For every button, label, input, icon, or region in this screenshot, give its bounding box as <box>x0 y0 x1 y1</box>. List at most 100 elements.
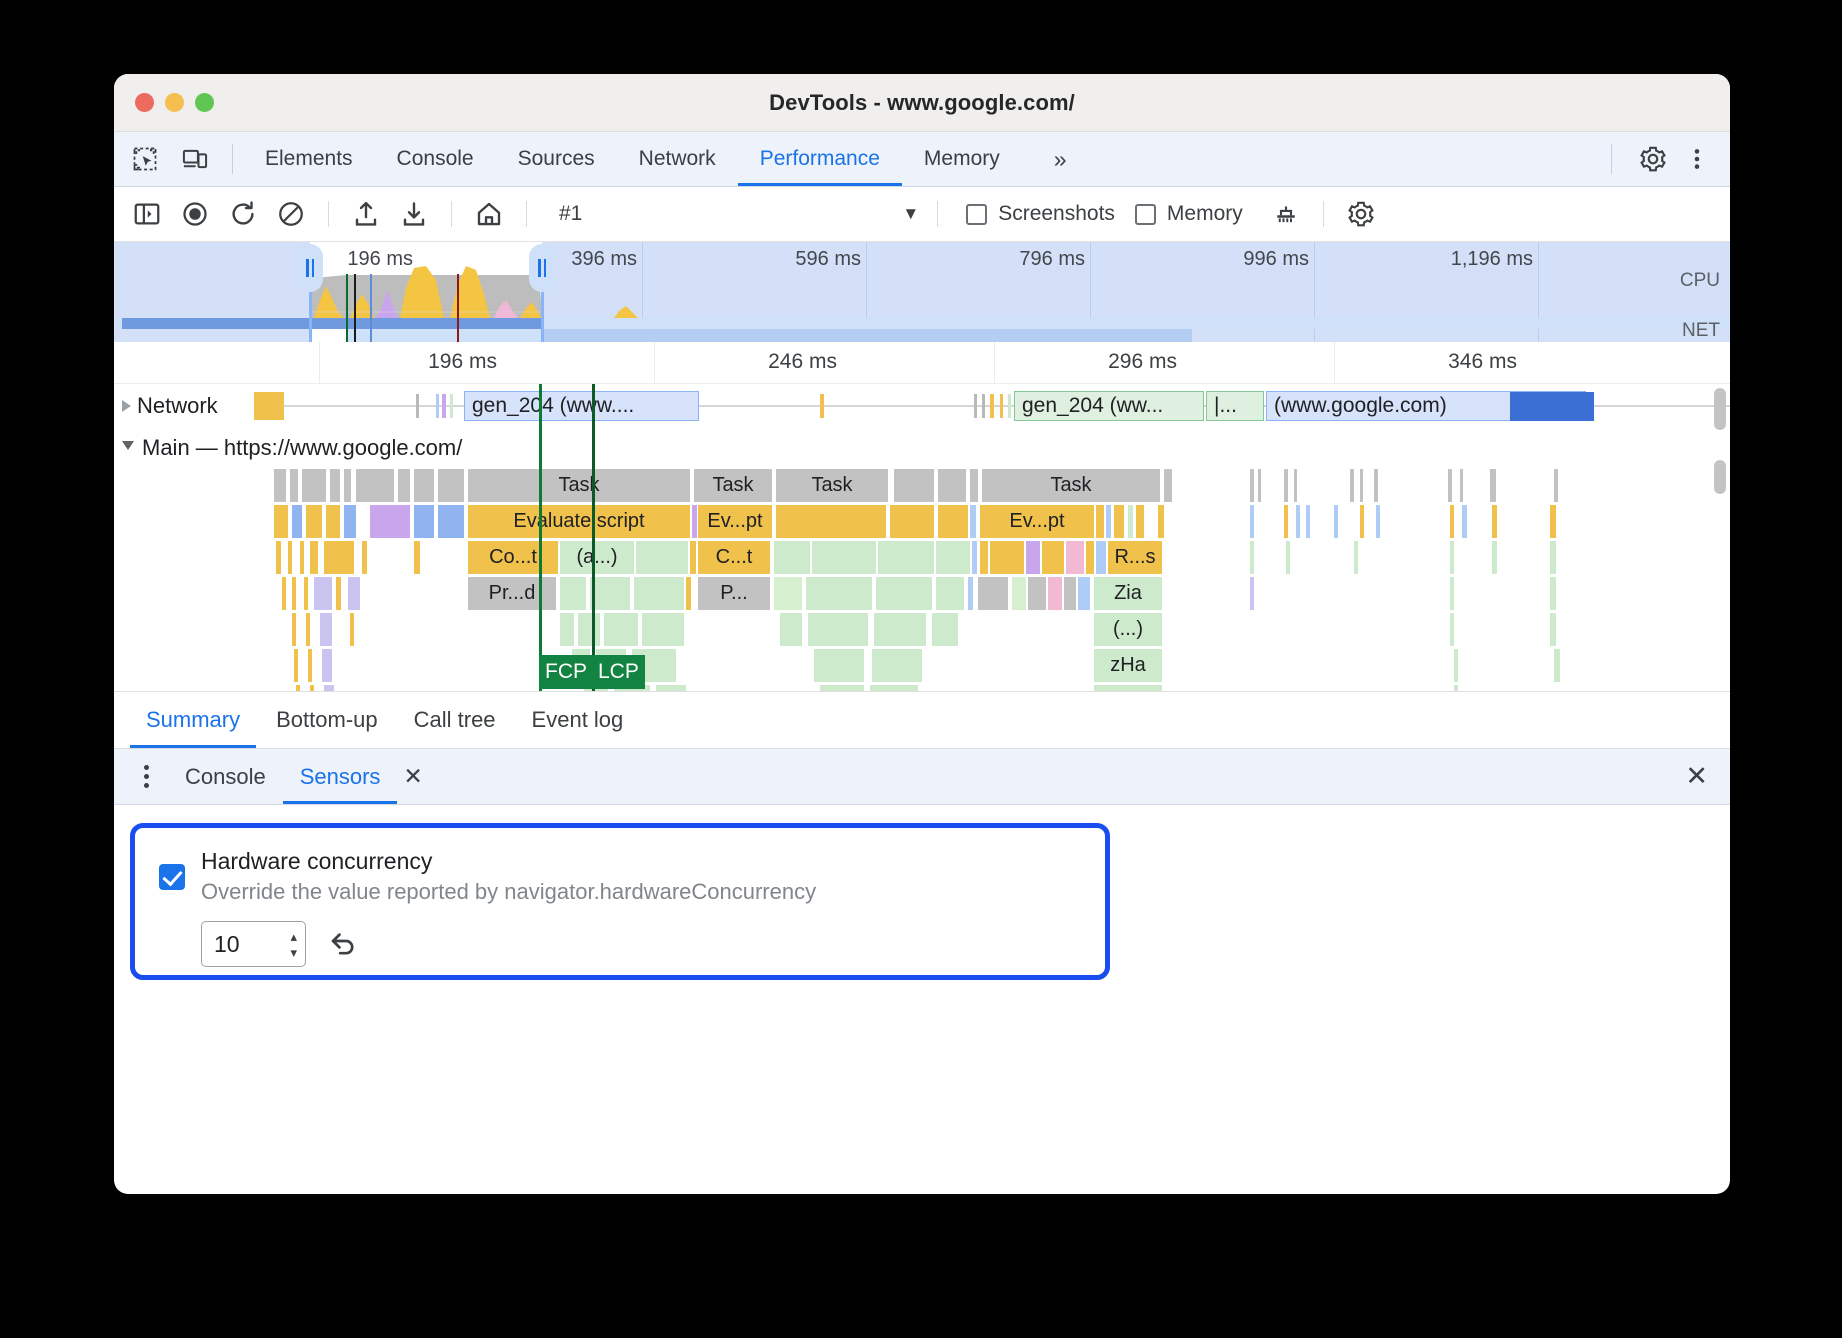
flame-row-zha[interactable]: zHa <box>114 648 1730 684</box>
close-window-button[interactable] <box>135 93 154 112</box>
network-track-label[interactable]: Network <box>114 384 218 428</box>
drawer-tab-console[interactable]: Console <box>168 749 283 804</box>
parse-block[interactable]: P... <box>698 577 770 610</box>
more-tabs-kebab-icon[interactable] <box>124 749 168 804</box>
reload-and-record-icon[interactable] <box>224 195 262 233</box>
toggle-sidebar-icon[interactable] <box>128 195 166 233</box>
dha-block[interactable]: DHa <box>1094 685 1162 691</box>
tab-memory[interactable]: Memory <box>902 132 1022 186</box>
flame-row-anonymous[interactable]: (...) <box>114 612 1730 648</box>
flame-row-evaluate-script[interactable]: Evaluate script Ev...pt Ev...pt <box>114 504 1730 540</box>
save-profile-icon[interactable] <box>395 195 433 233</box>
memory-checkbox-box[interactable] <box>1134 203 1156 225</box>
tab-call-tree[interactable]: Call tree <box>396 692 514 748</box>
lcp-marker[interactable]: LCP <box>592 655 645 689</box>
selection-right-handle[interactable] <box>529 244 555 292</box>
main-scrollbar[interactable] <box>1714 460 1726 494</box>
main-flame-rows[interactable]: Task Task Task Task <box>114 468 1730 691</box>
compile-block[interactable]: C...t <box>698 541 770 574</box>
record-icon[interactable] <box>176 195 214 233</box>
parse-block[interactable]: Pr...d <box>468 577 556 610</box>
timeline-overview[interactable]: 196 ms 396 ms 596 ms 796 ms 996 ms 1,196… <box>114 242 1730 342</box>
evaluate-script-block[interactable]: Ev...pt <box>698 505 772 538</box>
main-track-header[interactable]: Main — https://www.google.com/ <box>114 428 1730 468</box>
expand-triangle-icon[interactable] <box>122 400 131 412</box>
flame-row-compile[interactable]: Co...t (a...) C...t <box>114 540 1730 576</box>
network-request-bar[interactable]: gen_204 (ww... <box>1014 391 1204 421</box>
task-block[interactable]: Task <box>468 469 690 502</box>
flame-row-task[interactable]: Task Task Task Task <box>114 468 1730 504</box>
close-drawer-icon[interactable]: ✕ <box>1685 761 1708 791</box>
tab-label: Memory <box>923 147 1000 170</box>
task-block[interactable]: Task <box>694 469 772 502</box>
screenshots-checkbox-box[interactable] <box>966 203 988 225</box>
tab-elements[interactable]: Elements <box>243 132 375 186</box>
load-profile-icon[interactable] <box>347 195 385 233</box>
selection-right-stem <box>541 288 544 342</box>
toolbar-sep-2 <box>451 201 452 227</box>
memory-checkbox[interactable]: Memory <box>1134 202 1243 226</box>
task-block[interactable]: Task <box>982 469 1160 502</box>
screenshots-checkbox[interactable]: Screenshots <box>966 202 1115 226</box>
inspect-element-icon[interactable] <box>128 142 162 176</box>
evaluate-script-block[interactable]: Ev...pt <box>980 505 1094 538</box>
tab-label: Console <box>396 147 474 170</box>
panel-tabs: Elements Console Sources Network Perform… <box>243 132 1099 186</box>
request-label: gen_204 (www.... <box>472 394 635 417</box>
minimize-window-button[interactable] <box>165 93 184 112</box>
overview-gridline <box>642 242 643 342</box>
capture-settings-gear-icon[interactable] <box>1342 195 1380 233</box>
maximize-window-button[interactable] <box>195 93 214 112</box>
network-request-bar[interactable]: |... <box>1206 391 1264 421</box>
close-sensors-tab-icon[interactable]: ✕ <box>403 763 423 789</box>
collect-garbage-icon[interactable] <box>1267 195 1305 233</box>
spinner-down-icon[interactable]: ▾ <box>290 944 297 960</box>
device-toolbar-icon[interactable] <box>178 142 212 176</box>
clear-icon[interactable] <box>272 195 310 233</box>
hardware-concurrency-checkbox[interactable] <box>159 864 185 890</box>
flame-ruler-tick: 196 ms <box>428 350 497 373</box>
network-request-bar[interactable]: gen_204 (www.... <box>464 391 699 421</box>
compile-block[interactable]: Co...t <box>468 541 558 574</box>
tab-overflow-button[interactable]: » <box>1022 132 1099 186</box>
anonymous-block[interactable]: (a...) <box>560 541 634 574</box>
collapse-triangle-icon[interactable] <box>122 440 134 456</box>
task-block[interactable]: Task <box>776 469 888 502</box>
tab-performance[interactable]: Performance <box>737 132 903 186</box>
tab-bottom-up[interactable]: Bottom-up <box>258 692 396 748</box>
more-options-icon[interactable] <box>1680 142 1714 176</box>
flame-row-dha[interactable]: DHa <box>114 684 1730 691</box>
tab-console[interactable]: Console <box>375 132 496 186</box>
tab-label: Summary <box>146 707 241 732</box>
zia-block[interactable]: Zia <box>1094 577 1162 610</box>
spinner-up-icon[interactable]: ▴ <box>290 928 297 944</box>
chevron-down-icon[interactable]: ▼ <box>902 204 920 223</box>
selection-left-handle[interactable] <box>297 244 323 292</box>
run-microtasks-block[interactable]: R...s <box>1108 541 1162 574</box>
tab-event-log[interactable]: Event log <box>514 692 642 748</box>
tab-sources[interactable]: Sources <box>496 132 617 186</box>
recording-selector[interactable]: #1 <box>559 202 583 225</box>
flame-row-parse[interactable]: Pr...d P... <box>114 576 1730 612</box>
network-track-row[interactable]: gen_204 (www.... gen_204 (ww... |... (ww… <box>114 384 1730 428</box>
number-spinner[interactable]: ▴ ▾ <box>290 930 297 959</box>
drawer-tab-sensors[interactable]: Sensors <box>282 749 398 804</box>
overview-gridline <box>1314 242 1315 342</box>
fcp-marker[interactable]: FCP <box>539 655 593 689</box>
settings-gear-icon[interactable] <box>1636 142 1670 176</box>
hardware-concurrency-input[interactable]: 10 ▴ ▾ <box>201 921 306 967</box>
overview-tick: 796 ms <box>1019 248 1085 270</box>
anonymous-block[interactable]: (...) <box>1094 613 1162 646</box>
actions-divider <box>1611 144 1612 174</box>
reset-arrow-icon[interactable] <box>326 924 360 965</box>
network-scrollbar[interactable] <box>1714 388 1726 430</box>
overview-tick: 1,196 ms <box>1450 248 1533 270</box>
block-label: (a...) <box>576 546 618 568</box>
tab-network[interactable]: Network <box>617 132 738 186</box>
evaluate-script-block[interactable]: Evaluate script <box>468 505 690 538</box>
flame-chart-area[interactable]: 196 ms 246 ms 296 ms 346 ms gen_204 (www… <box>114 342 1730 691</box>
request-label: (www.google.com) <box>1274 394 1447 417</box>
tab-summary[interactable]: Summary <box>128 692 258 748</box>
zha-block[interactable]: zHa <box>1094 649 1162 682</box>
home-icon[interactable] <box>470 195 508 233</box>
